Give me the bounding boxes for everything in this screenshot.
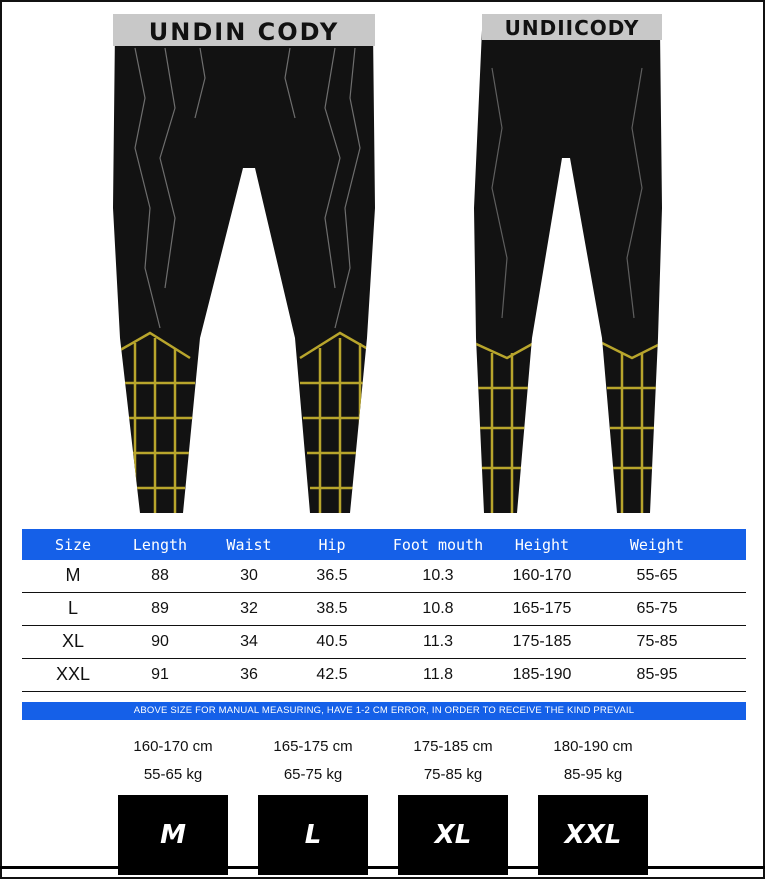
size-table-row: XL 90 34 40.5 11.3 175-185 75-85 <box>22 626 746 659</box>
table-cell: 175-185 <box>512 633 572 650</box>
size-card-xxl: 180-190 cm 85-95 kg XXL <box>538 738 648 875</box>
size-card-l: 165-175 cm 65-75 kg L <box>258 738 368 875</box>
card-weight: 85-95 kg <box>563 766 623 783</box>
table-cell: 11.3 <box>423 633 453 650</box>
table-cell: 36.5 <box>316 567 348 584</box>
card-height: 180-190 cm <box>553 738 633 755</box>
table-cell: 55-65 <box>636 567 678 584</box>
table-cell: 88 <box>151 567 169 584</box>
table-cell: 36 <box>240 666 258 683</box>
table-cell: 38.5 <box>316 600 348 617</box>
table-cell: 30 <box>240 567 258 584</box>
size-table-row: L 89 32 38.5 10.8 165-175 65-75 <box>22 593 746 626</box>
table-cell: 165-175 <box>512 600 572 617</box>
table-cell: 89 <box>151 600 169 617</box>
header-cell: Height <box>514 536 570 554</box>
table-cell: 91 <box>151 666 169 683</box>
size-card-m: 160-170 cm 55-65 kg M <box>118 738 228 875</box>
table-cell: 32 <box>240 600 258 617</box>
measurement-note: ABOVE SIZE FOR MANUAL MEASURING, HAVE 1-… <box>22 702 746 720</box>
header-cell: Hip <box>318 536 346 554</box>
size-table: Size Length Waist Hip Foot mouth Height … <box>22 529 746 692</box>
table-cell: XXL <box>55 664 91 684</box>
leggings-front-image: UNDIN CODY <box>113 14 375 513</box>
table-cell: 10.8 <box>422 600 454 617</box>
card-weight: 55-65 kg <box>143 766 203 783</box>
card-size: M <box>118 795 228 875</box>
table-cell: 65-75 <box>636 600 678 617</box>
table-cell: 75-85 <box>636 633 678 650</box>
table-cell: 160-170 <box>512 567 572 584</box>
table-cell: 85-95 <box>636 666 678 683</box>
leggings-back-image: UNDIICODY <box>474 14 662 513</box>
card-weight: 65-75 kg <box>283 766 343 783</box>
size-card-xl: 175-185 cm 75-85 kg XL <box>398 738 508 875</box>
header-cell: Waist <box>226 536 272 554</box>
divider <box>0 866 765 869</box>
table-cell: 90 <box>151 633 169 650</box>
table-cell: 10.3 <box>422 567 454 584</box>
table-cell: 185-190 <box>512 666 572 683</box>
card-weight: 75-85 kg <box>423 766 483 783</box>
card-size: L <box>258 795 368 875</box>
header-cell: Size <box>54 536 92 554</box>
size-table-row: M 88 30 36.5 10.3 160-170 55-65 <box>22 560 746 593</box>
table-cell: 34 <box>240 633 258 650</box>
table-cell: XL <box>61 631 85 651</box>
table-cell: 40.5 <box>316 633 348 650</box>
table-cell: L <box>67 598 79 618</box>
header-cell: Weight <box>629 536 685 554</box>
card-size: XXL <box>538 795 648 875</box>
size-table-header: Size Length Waist Hip Foot mouth Height … <box>22 529 746 560</box>
waistband-logo: UNDIICODY <box>505 16 640 40</box>
card-height: 175-185 cm <box>413 738 493 755</box>
card-size: XL <box>398 795 508 875</box>
table-cell: 42.5 <box>316 666 348 683</box>
header-cell: Foot mouth <box>392 536 484 554</box>
card-height: 165-175 cm <box>273 738 353 755</box>
header-cell: Length <box>132 536 188 554</box>
size-table-row: XXL 91 36 42.5 11.8 185-190 85-95 <box>22 659 746 692</box>
card-height: 160-170 cm <box>133 738 213 755</box>
waistband-logo: UNDIN CODY <box>149 18 339 46</box>
table-cell: 11.8 <box>423 666 453 683</box>
table-cell: M <box>65 565 81 585</box>
